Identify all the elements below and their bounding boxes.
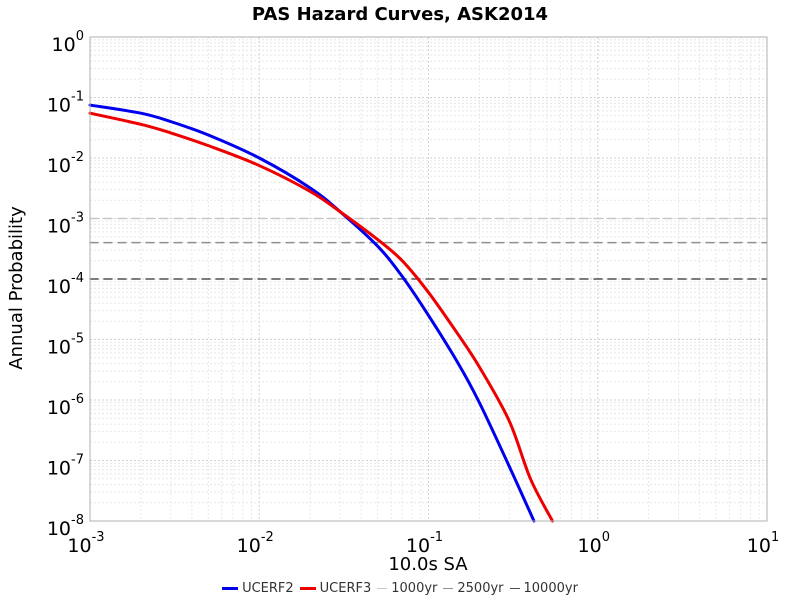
- x-tick-label: 10-3: [67, 530, 104, 557]
- legend-item-ucerf3: UCERF3: [299, 580, 372, 596]
- y-tick-label: 10-3: [47, 211, 84, 238]
- legend-label: 1000yr: [391, 580, 438, 596]
- legend-swatch: [222, 586, 239, 590]
- legend-swatch: [443, 587, 454, 589]
- y-tick-label: 100: [52, 29, 84, 56]
- y-axis-label: Annual Probability: [6, 206, 27, 370]
- plot-area: [89, 36, 768, 522]
- y-tick-label: 10-1: [47, 90, 84, 117]
- legend-label: 2500yr: [457, 580, 504, 596]
- y-axis-ticks: 100 10-1 10-2 10-3 10-4 10-5 10-6 10-7 10-8: [47, 29, 84, 540]
- legend-label: UCERF3: [319, 580, 372, 596]
- hazard-level-lines: [89, 217, 768, 280]
- x-axis-ticks: 10-3 10-2 10-1 100 101: [67, 530, 779, 557]
- legend-label: UCERF2: [242, 580, 294, 596]
- legend-item-1000yr: 1000yr: [377, 581, 437, 596]
- legend-item-10000yr: 10000yr: [509, 580, 578, 596]
- y-tick-label: 10-2: [47, 150, 84, 177]
- y-tick-label: 10-8: [47, 513, 84, 540]
- y-tick-label: 10-7: [47, 453, 84, 480]
- y-tick-label: 10-5: [47, 332, 84, 359]
- legend-swatch: [299, 586, 316, 590]
- x-tick-label: 100: [578, 530, 610, 557]
- x-tick-label: 10-1: [406, 530, 443, 557]
- legend-item-2500yr: 2500yr: [443, 580, 504, 596]
- legend-swatch: [377, 587, 388, 589]
- x-axis-label: 10.0s SA: [388, 554, 468, 575]
- legend-item-ucerf2: UCERF2: [222, 581, 294, 596]
- series-line-ucerf2: [88, 103, 536, 523]
- series-line-ucerf3: [88, 111, 554, 523]
- y-tick-label: 10-6: [47, 392, 84, 419]
- x-tick-label: 10-2: [237, 530, 274, 557]
- legend-label: 10000yr: [523, 580, 578, 596]
- x-tick-label: 101: [747, 530, 779, 557]
- y-tick-label: 10-4: [47, 271, 84, 298]
- hazard-curves: [88, 103, 554, 523]
- chart-legend: UCERF2 UCERF3 1000yr 2500yr 10000yr: [0, 578, 800, 598]
- chart-title: PAS Hazard Curves, ASK2014: [252, 4, 548, 25]
- legend-swatch: [509, 587, 520, 589]
